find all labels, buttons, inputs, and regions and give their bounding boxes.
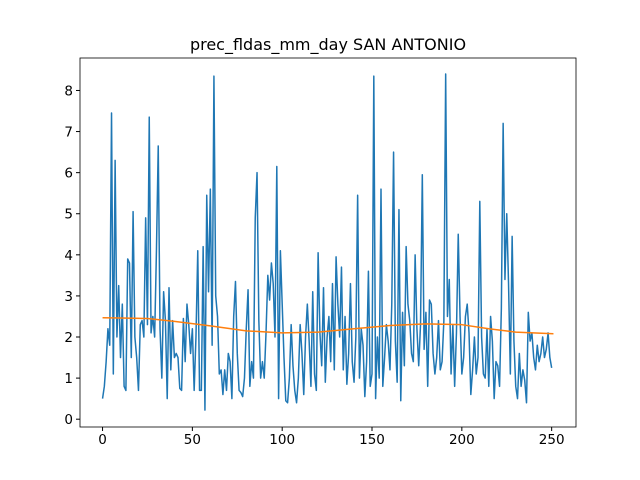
axes-frame [79,57,577,428]
y-tick-label: 3 [64,289,73,305]
series-line [102,316,554,335]
y-tick-label: 2 [64,330,73,346]
y-tick-label: 4 [64,248,73,264]
x-tick-label: 100 [269,432,295,448]
y-tick-label: 7 [64,125,73,141]
x-tick-label: 0 [98,432,107,448]
chart-title: prec_fldas_mm_day SAN ANTONIO [190,35,466,55]
series-line [101,73,553,411]
y-tick-label: 6 [64,166,73,182]
y-tick-label: 8 [64,83,73,99]
y-tick-label: 1 [64,371,73,387]
y-tick-label: 5 [64,207,73,223]
x-tick-label: 150 [359,432,385,448]
x-tick-label: 50 [184,432,201,448]
x-tick-label: 200 [449,432,475,448]
y-tick-label: 0 [64,412,73,428]
x-tick-label: 250 [539,432,565,448]
